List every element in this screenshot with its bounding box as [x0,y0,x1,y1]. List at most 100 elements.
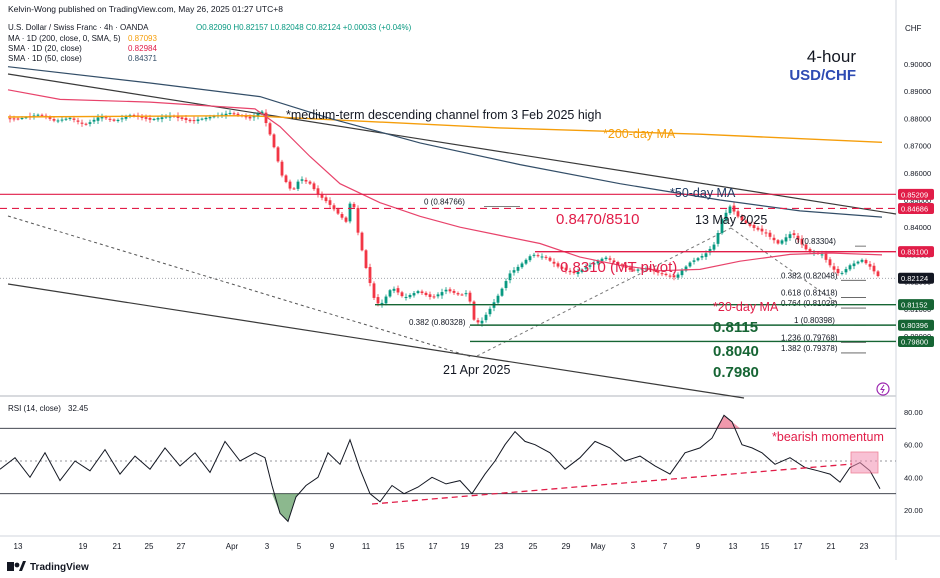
candle-body [776,240,780,244]
candle-body [564,267,568,271]
indicator-label: SMA · 1D (50, close) [8,54,82,63]
candle-body [408,295,412,298]
trend-lines [7,73,897,399]
candle-body [312,183,316,190]
time-tick-label: 15 [396,542,405,551]
candle-body [184,118,188,121]
candle-body [288,181,292,189]
candle-body [780,240,784,244]
time-tick-label: May [590,542,605,551]
publisher-line: Kelvin-Wong published on TradingView.com… [8,4,283,14]
rsi-tick-label: 80.00 [904,408,923,417]
candle-body [420,291,424,294]
candle-body [596,260,600,264]
support-1-label: 0.8115 [713,319,758,336]
candle-body [640,268,644,270]
indicator-value: 0.82984 [128,44,157,53]
price-tick-label: 0.90000 [904,60,931,69]
fib-swing-dashed-line-2 [730,227,841,306]
alert-icon[interactable] [876,382,890,396]
candle-body [868,264,872,267]
price-badge-label: 0.84686 [901,205,928,214]
fib-level-label: 1.382 (0.79378) [781,344,838,353]
fibonacci-levels: 0 (0.84766) 0.382 (0.80328) 0 (0.83304) 0.3… [409,197,866,354]
candle-body [744,220,748,224]
candle-body [236,113,240,116]
candle-body [364,250,368,268]
candle-body [180,117,184,119]
candle-body [244,115,248,118]
candle-body [412,293,416,296]
candle-body [76,120,80,122]
candle-body [820,254,824,256]
candle-body [276,147,280,162]
time-tick-label: 25 [529,542,538,551]
candle-body [612,260,616,263]
price-tick-label: 0.84000 [904,223,931,232]
candle-body [320,193,324,198]
candle-body [772,237,776,241]
fib-level-label: 0 (0.84766) [424,197,465,206]
candle-body [24,117,28,119]
candle-body [48,117,52,119]
alert-icon-bolt [880,384,885,394]
price-badge-label: 0.81152 [901,301,928,310]
time-tick-label: 29 [562,542,571,551]
candle-body [224,113,228,116]
candle-body [268,123,272,135]
candle-body [208,117,212,119]
candle-body [252,116,256,118]
rsi-breakdown-box [850,451,879,474]
candle-body [712,244,716,250]
candle-body [628,267,632,270]
rsi-tick-label: 40.00 [904,473,923,482]
candle-body [20,117,24,119]
candle-body [392,288,396,291]
candle-body [800,238,804,245]
tv-logo-mark-3 [19,561,26,571]
candle-body [864,260,868,264]
candle-body [188,119,192,122]
candle-body [832,266,836,270]
footer-brand: TradingView [30,562,89,573]
candle-body [824,253,828,260]
tv-logo-mark-2 [14,562,20,568]
candle-body [360,232,364,251]
candle-body [156,118,160,120]
candle-body [592,263,596,265]
candle-body [400,292,404,297]
candle-body [872,265,876,272]
candle-body [356,207,360,233]
candle-body [532,254,536,256]
candle-body [676,274,680,278]
symbol-line: U.S. Dollar / Swiss Franc · 4h · OANDA [8,23,149,32]
rsi-axis-ticks: 80.00 60.00 40.00 20.00 [904,408,923,515]
candle-body [260,111,264,114]
time-tick-label: 23 [860,542,869,551]
main-pane[interactable] [0,0,896,395]
candle-body [752,224,756,229]
candle-body [764,232,768,234]
candle-body [548,257,552,261]
candle-body [572,271,576,274]
candle-body [856,261,860,264]
candle-body [480,320,484,324]
candle-body [476,320,480,323]
candle-body [756,227,760,230]
price-axis-ticks: 0.90000 0.89000 0.88000 0.87000 0.86000 0.850… [904,60,931,341]
candle-body [580,269,584,272]
candle-body [724,212,728,221]
candle-body [96,117,100,121]
candle-body [204,117,208,120]
candle-body [140,116,144,118]
candle-body [396,288,400,293]
fib-level-label: 1.236 (0.79768) [781,333,838,342]
candle-body [632,269,636,271]
fib-level-label: 0.382 (0.80328) [409,318,466,327]
candle-body [520,263,524,268]
candle-body [388,290,392,297]
price-badge-label: 0.83100 [901,248,928,257]
candle-body [124,116,128,119]
ma20-line [7,89,883,272]
